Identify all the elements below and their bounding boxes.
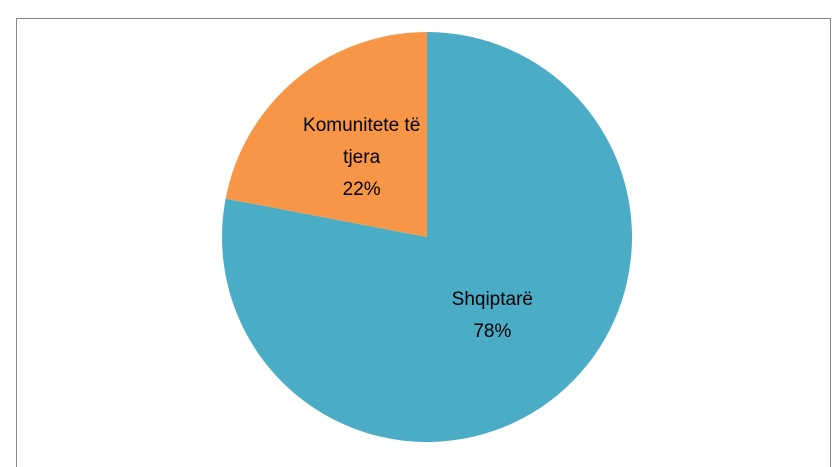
category-label: Shqiptarë [451, 288, 533, 310]
slice-label: Komunitete të tjera 22% [297, 110, 427, 206]
pie-slice [225, 32, 427, 237]
chart-frame [16, 18, 831, 467]
value-label: 22% [342, 179, 381, 201]
category-label: Komunitete të tjera [303, 115, 421, 169]
value-label: 78% [473, 320, 512, 342]
slice-label: Shqiptarë 78% [427, 284, 557, 348]
